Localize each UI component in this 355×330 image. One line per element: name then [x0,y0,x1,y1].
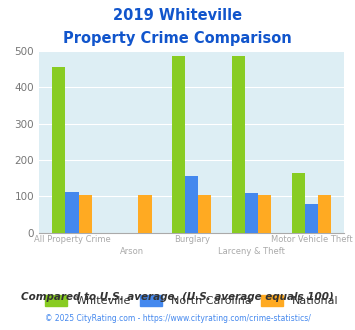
Bar [138,195,152,233]
Bar [172,56,185,233]
Bar [292,174,305,233]
Text: Property Crime Comparison: Property Crime Comparison [63,31,292,46]
Bar [65,192,78,233]
Bar [318,195,331,233]
Text: © 2025 CityRating.com - https://www.cityrating.com/crime-statistics/: © 2025 CityRating.com - https://www.city… [45,314,310,323]
Text: 2019 Whiteville: 2019 Whiteville [113,8,242,23]
Text: Arson: Arson [120,247,144,255]
Bar [258,195,271,233]
Bar [78,195,92,233]
Bar [245,193,258,233]
Bar [305,204,318,233]
Bar [52,67,65,233]
Text: Larceny & Theft: Larceny & Theft [218,247,285,255]
Text: Compared to U.S. average. (U.S. average equals 100): Compared to U.S. average. (U.S. average … [21,292,334,302]
Bar [185,177,198,233]
Bar [198,195,212,233]
Legend: Whiteville, North Carolina, National: Whiteville, North Carolina, National [40,291,343,311]
Bar [232,56,245,233]
